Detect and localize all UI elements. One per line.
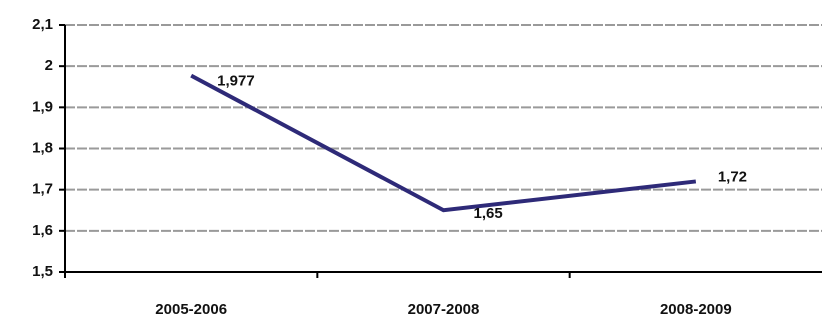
data-label: 1,72: [718, 168, 747, 185]
data-label: 1,65: [474, 205, 503, 222]
x-tick-label: 2007-2008: [408, 301, 480, 318]
y-tick-label: 1,8: [32, 139, 53, 156]
data-line: [190, 73, 697, 213]
x-tick-label: 2005-2006: [155, 301, 227, 318]
data-label: 1,977: [217, 73, 255, 90]
x-tick-label: 2008-2009: [660, 301, 732, 318]
y-tick-label: 1,6: [32, 222, 53, 239]
y-tick-label: 2,1: [32, 16, 53, 33]
y-tick-label: 2: [45, 57, 53, 74]
y-tick-label: 1,9: [32, 98, 53, 115]
y-tick-label: 1,7: [32, 181, 53, 198]
y-tick-label: 1,5: [32, 263, 53, 280]
